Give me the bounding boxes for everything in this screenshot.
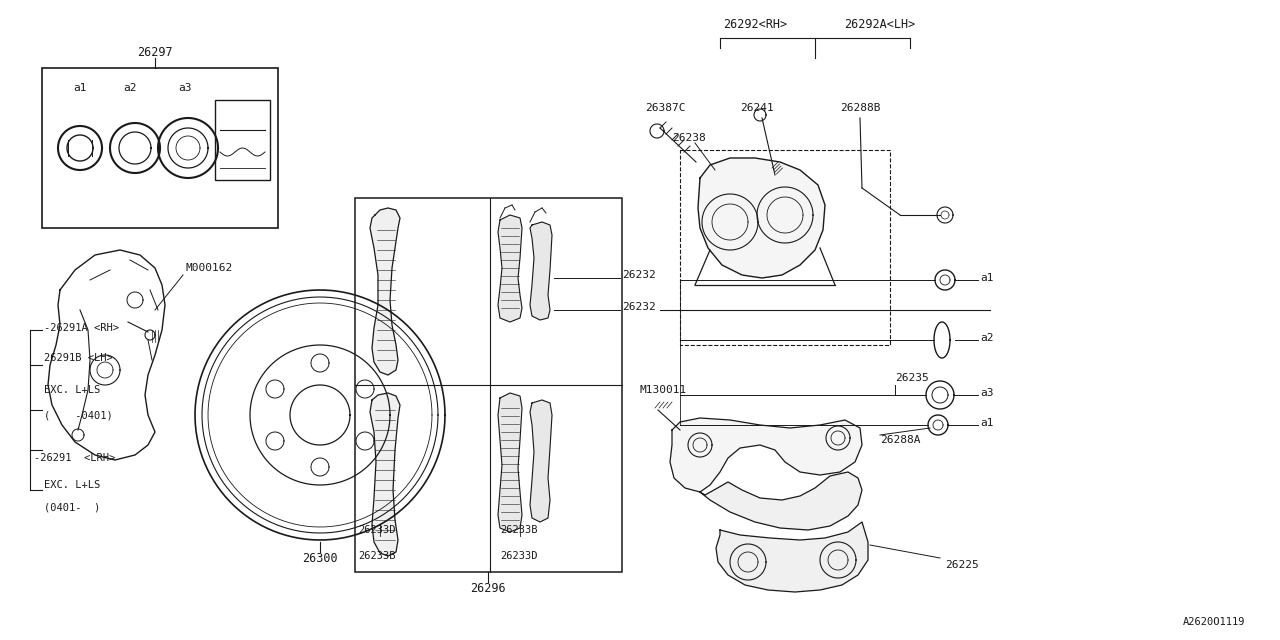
Text: 26300: 26300 (302, 552, 338, 564)
Polygon shape (530, 400, 552, 522)
Polygon shape (698, 158, 826, 278)
Text: 26232: 26232 (622, 302, 655, 312)
Bar (42, 68, 278, 228)
Text: (    -0401): ( -0401) (44, 410, 113, 420)
Text: 26288A: 26288A (881, 435, 920, 445)
Text: a1: a1 (980, 273, 993, 283)
Polygon shape (669, 418, 861, 492)
Bar (680, 150, 890, 345)
Text: 26225: 26225 (945, 560, 979, 570)
Text: 26233B: 26233B (500, 525, 538, 535)
Text: a3: a3 (980, 388, 993, 398)
Text: EXC. L+LS: EXC. L+LS (44, 480, 100, 490)
Text: 26292A<LH>: 26292A<LH> (845, 19, 915, 31)
Text: a2: a2 (123, 83, 137, 93)
Polygon shape (498, 215, 522, 322)
Text: -26291  <LRH>: -26291 <LRH> (35, 453, 115, 463)
Text: (0401-  ): (0401- ) (44, 503, 100, 513)
Text: 26297: 26297 (137, 45, 173, 58)
Bar (355, 198, 622, 572)
Text: 26292<RH>: 26292<RH> (723, 19, 787, 31)
Text: -26291A <RH>: -26291A <RH> (44, 323, 119, 333)
Text: 26296: 26296 (470, 582, 506, 595)
Text: 26291B <LH>: 26291B <LH> (44, 353, 113, 363)
Text: 26238: 26238 (672, 133, 705, 143)
Polygon shape (370, 208, 399, 375)
Text: a1: a1 (73, 83, 87, 93)
Text: 26241: 26241 (740, 103, 773, 113)
Text: M130011: M130011 (640, 385, 687, 395)
Bar (215, 100, 270, 180)
Text: a3: a3 (178, 83, 192, 93)
Text: A2620O1119: A2620O1119 (1183, 617, 1245, 627)
Text: 26233B: 26233B (358, 551, 396, 561)
Text: 26233D: 26233D (500, 551, 538, 561)
Text: 26232: 26232 (622, 270, 655, 280)
Text: EXC. L+LS: EXC. L+LS (44, 385, 100, 395)
Text: 26235: 26235 (895, 373, 929, 383)
Polygon shape (498, 393, 522, 532)
Text: 26288B: 26288B (840, 103, 881, 113)
Polygon shape (716, 522, 868, 592)
Polygon shape (700, 472, 861, 530)
Text: a2: a2 (980, 333, 993, 343)
Text: a1: a1 (980, 418, 993, 428)
Text: M000162: M000162 (186, 263, 232, 273)
Text: 26233D: 26233D (358, 525, 396, 535)
Polygon shape (530, 222, 552, 320)
Polygon shape (370, 393, 399, 556)
Text: 26387C: 26387C (645, 103, 686, 113)
